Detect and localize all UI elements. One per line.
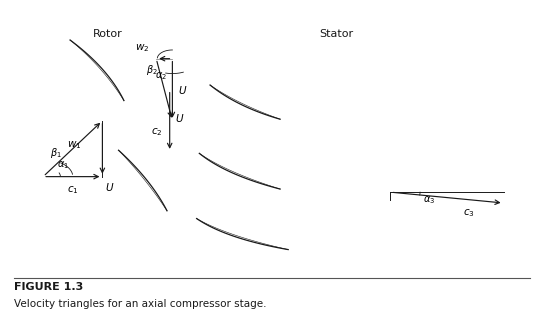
Text: $c_3$: $c_3$ (462, 207, 474, 219)
Text: Velocity triangles for an axial compressor stage.: Velocity triangles for an axial compress… (14, 299, 266, 309)
Text: $\alpha_2$: $\alpha_2$ (155, 70, 167, 82)
Text: $U$: $U$ (178, 84, 187, 96)
Text: FIGURE 1.3: FIGURE 1.3 (14, 282, 83, 292)
Text: $\beta_2$: $\beta_2$ (146, 63, 157, 77)
Text: $\alpha_1$: $\alpha_1$ (57, 159, 69, 171)
Text: Stator: Stator (319, 29, 354, 39)
Text: $U$: $U$ (105, 181, 114, 193)
Text: $w_2$: $w_2$ (135, 42, 150, 54)
Text: $\alpha_3$: $\alpha_3$ (423, 195, 435, 206)
Text: $U$: $U$ (175, 112, 184, 124)
Text: $c_1$: $c_1$ (67, 185, 79, 196)
Text: $c_2$: $c_2$ (151, 126, 163, 138)
Text: $w_1$: $w_1$ (67, 140, 82, 151)
Text: Rotor: Rotor (93, 29, 122, 39)
Text: $\beta_1$: $\beta_1$ (50, 147, 61, 161)
